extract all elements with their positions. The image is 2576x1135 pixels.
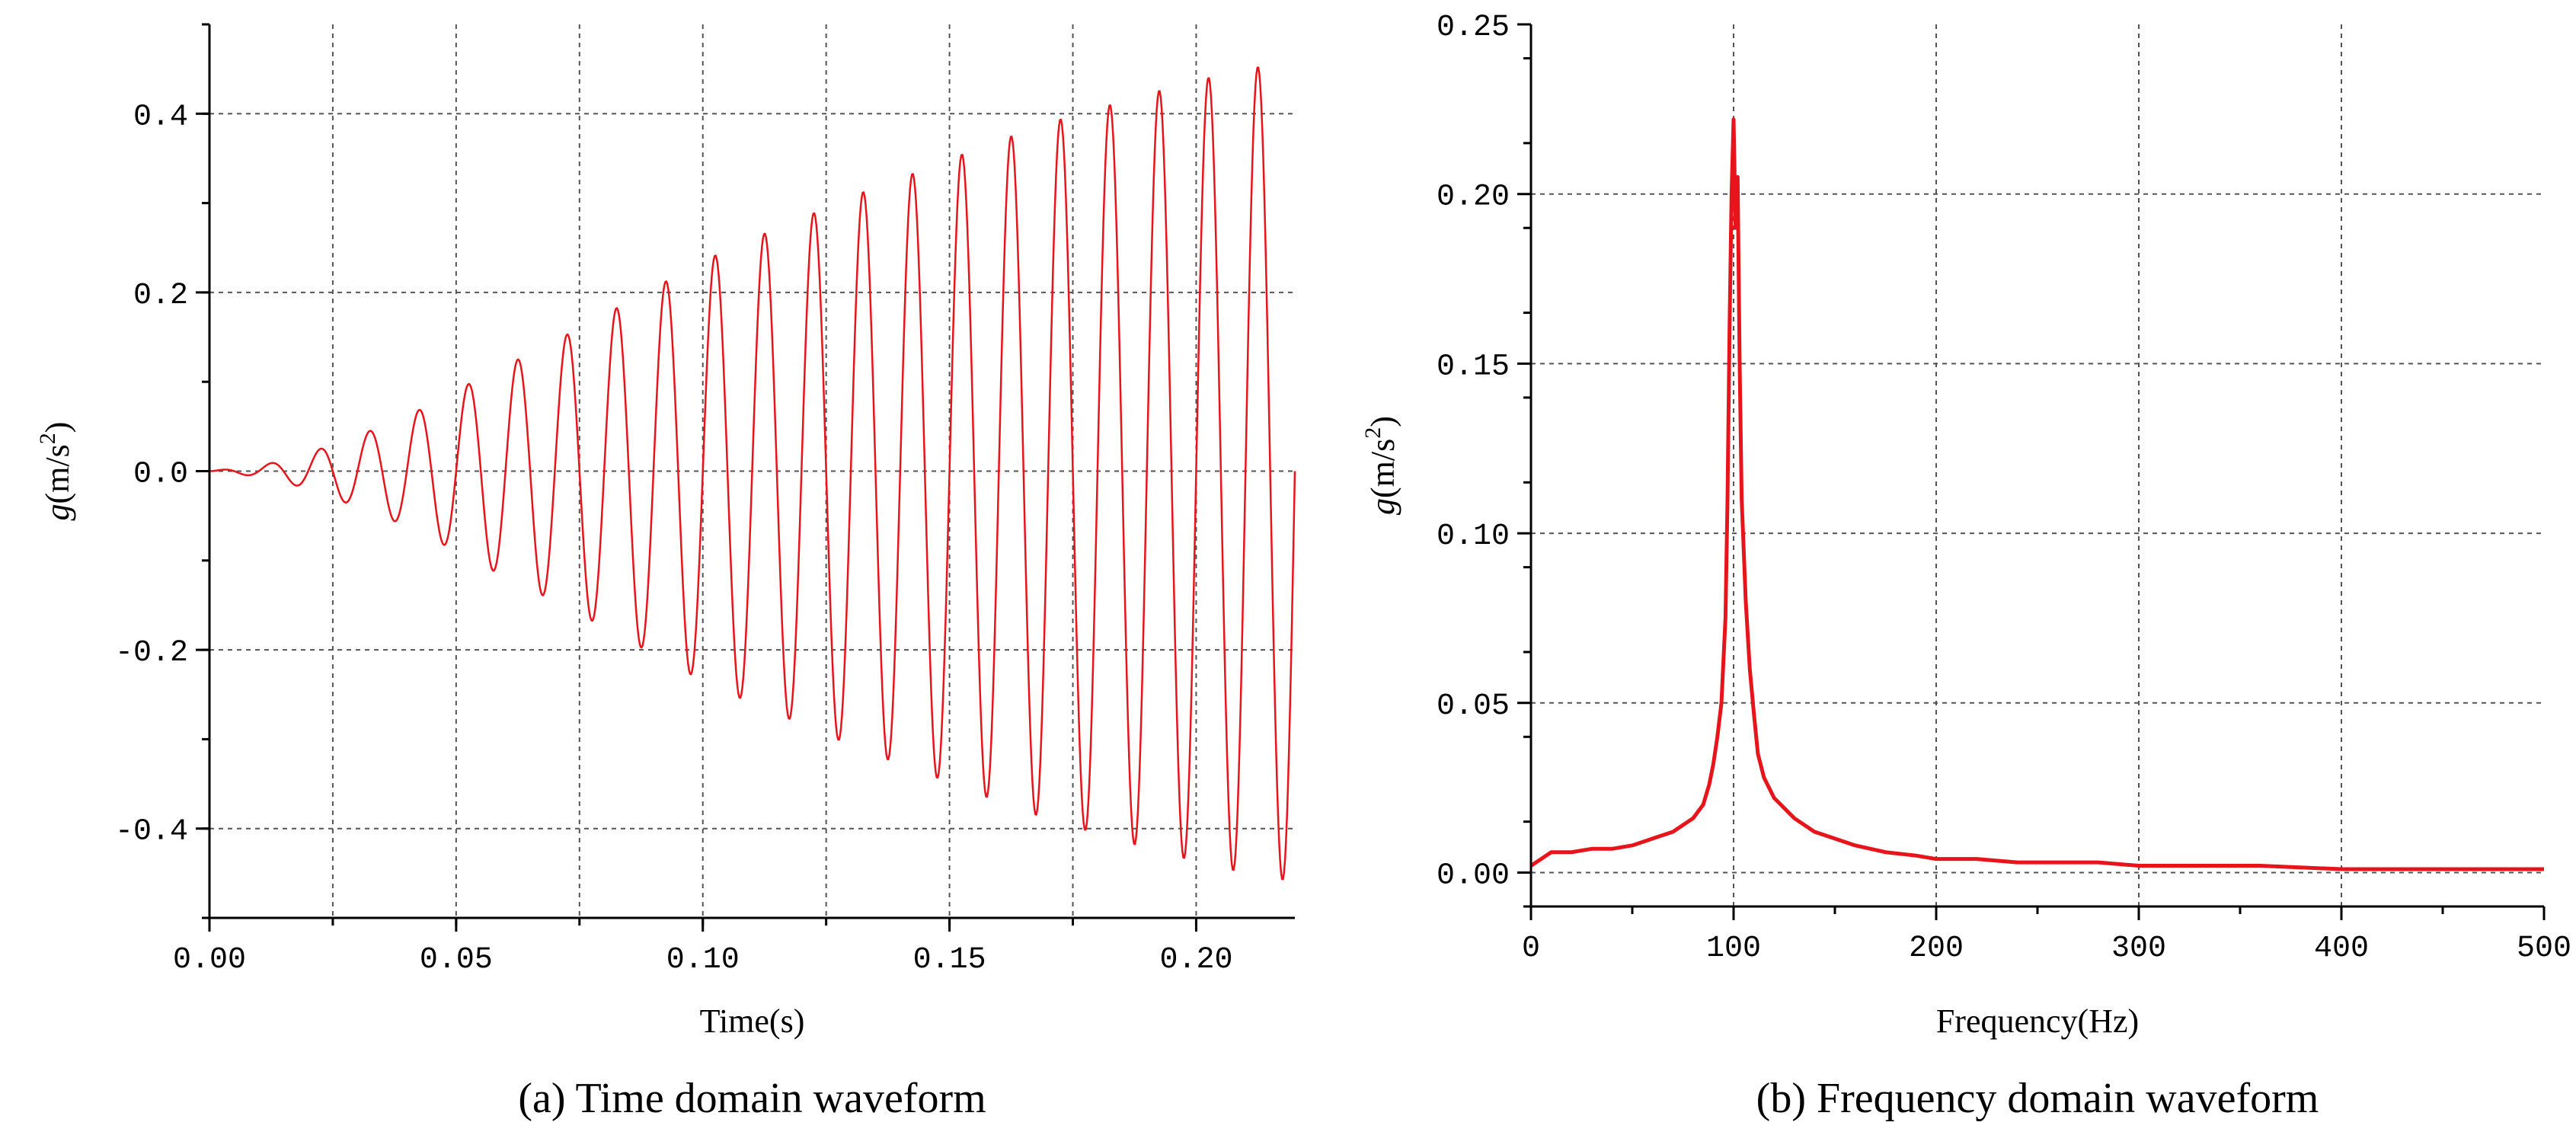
chart-b-y-tick-label: 0.25 xyxy=(1437,11,1510,45)
chart-b-y-tick-label: 0.15 xyxy=(1437,350,1510,384)
chart-a-axes xyxy=(196,23,1295,932)
chart-b-y-axis-title: g(m/s2) xyxy=(1360,416,1401,515)
chart-b-x-tick-label: 400 xyxy=(2314,932,2369,966)
chart-b-y-tick-label: 0.20 xyxy=(1437,181,1510,215)
chart-a-y-tick-label: 0.4 xyxy=(133,100,188,134)
chart-b-x-tick-label: 100 xyxy=(1706,932,1761,966)
chart-b-axes xyxy=(1517,23,2546,920)
chart-b-y-tick-label: 0.05 xyxy=(1437,689,1510,724)
chart-a-x-tick-label: 0.15 xyxy=(913,943,986,977)
chart-a-y-tick-label: -0.4 xyxy=(115,815,188,849)
chart-b-x-tick-label: 200 xyxy=(1909,932,1964,966)
chart-b-y-tick-label: 0.10 xyxy=(1437,520,1510,554)
chart-a-x-tick-label: 0.00 xyxy=(173,943,246,977)
chart-a-y-tick-label: 0.2 xyxy=(133,279,188,313)
chart-b-axis-lines xyxy=(1529,24,2544,908)
chart-b-caption: (b) Frequency domain waveform xyxy=(1756,1075,2319,1122)
chart-a-y-tick-label: 0.0 xyxy=(133,458,188,492)
chart-a-y-tick-label: -0.2 xyxy=(115,636,188,670)
chart-b-x-tick-label: 0 xyxy=(1522,932,1540,966)
chart-b-y-tick-label: 0.00 xyxy=(1437,858,1510,893)
chart-b-x-tick-label: 500 xyxy=(2517,932,2571,966)
chart-a-time-domain: -0.4 -0.2 0.0 0.2 0.4 0.00 0.05 0.10 0.15 0.20 Ti… xyxy=(35,23,1296,1122)
chart-a-caption: (a) Time domain waveform xyxy=(518,1075,986,1122)
chart-b-grid xyxy=(1531,24,2544,906)
chart-b-frequency-domain: 0.00 0.05 0.10 0.15 0.20 0.25 0 100 200 300 400 500… xyxy=(1360,11,2571,1122)
chart-b-x-axis-title: Frequency(Hz) xyxy=(1936,1002,2139,1040)
chart-a-x-axis-title: Time(s) xyxy=(700,1002,805,1040)
chart-b-x-tick-label: 300 xyxy=(2111,932,2166,966)
chart-b-tick-labels: 0.00 0.05 0.10 0.15 0.20 0.25 0 100 200 300 400 500 xyxy=(1437,11,2571,966)
chart-a-x-tick-label: 0.05 xyxy=(420,943,493,977)
chart-a-waveform-line xyxy=(209,66,1296,881)
chart-b-spectrum-line xyxy=(1529,117,2544,871)
chart-a-x-tick-label: 0.10 xyxy=(666,943,740,977)
chart-a-y-axis-title: g(m/s2) xyxy=(35,422,76,521)
chart-a-x-tick-label: 0.20 xyxy=(1159,943,1232,977)
chart-a-tick-labels: -0.4 -0.2 0.0 0.2 0.4 0.00 0.05 0.10 0.15 0.20 xyxy=(115,100,1232,977)
